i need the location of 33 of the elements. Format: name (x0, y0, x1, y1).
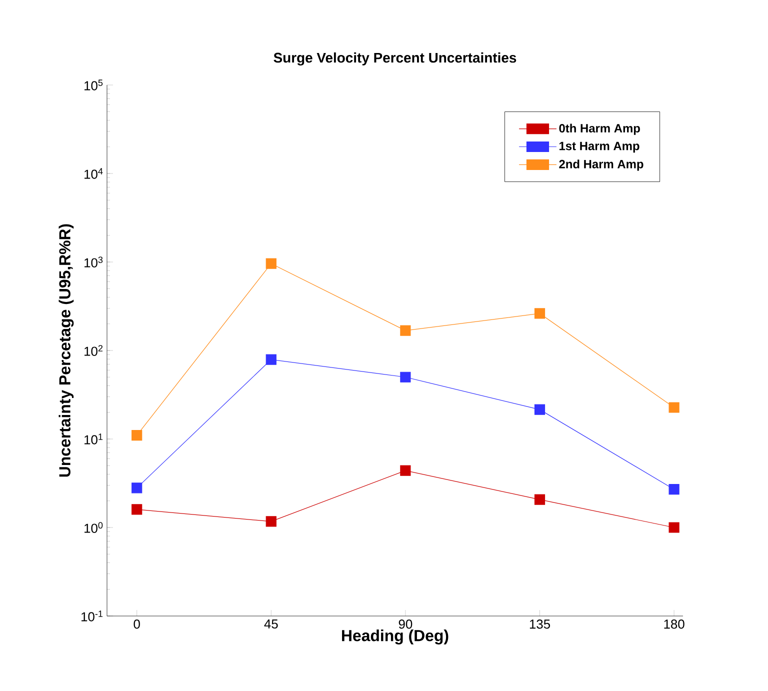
x-tick-label: 45 (264, 620, 278, 629)
point (132, 430, 142, 441)
y-axis-title: Uncertainty Percetage (U95,R%R) (58, 224, 74, 477)
legend-label: 0th Harm Amp (559, 124, 640, 135)
point (132, 504, 142, 515)
point (534, 494, 546, 505)
y-tick-label: 10$^{4}$ (84, 168, 103, 179)
point (266, 516, 276, 527)
point (534, 404, 546, 415)
y-tick-label: 10$^{-1}$ (82, 610, 103, 622)
point (400, 325, 411, 336)
point (266, 354, 276, 365)
point (400, 465, 411, 476)
point (668, 484, 680, 495)
y-tick-label: 10$^{1}$ (84, 434, 103, 444)
y-tick-label: 10$^{2}$ (84, 345, 103, 356)
y-tick-label: 10$^{0}$ (84, 522, 103, 533)
y-tick-label: 10$^{3}$ (84, 256, 103, 268)
point (266, 258, 276, 269)
x-axis-title: Heading (Deg) (342, 630, 448, 644)
point (668, 402, 680, 413)
x-tick-label: 90 (398, 620, 412, 629)
point (132, 482, 142, 494)
point (668, 522, 680, 533)
legend-label: 2nd Harm Amp (559, 160, 644, 171)
x-tick-label: 135 (530, 620, 550, 629)
x-tick-label: 0 (134, 620, 140, 629)
x-tick-label: 180 (664, 620, 684, 629)
chart-title: Surge Velocity Percent Uncertainties (274, 52, 516, 66)
legend-label: 1st Harm Amp (560, 142, 640, 153)
y-tick-label: 10$^{5}$ (84, 80, 103, 90)
point (534, 308, 546, 319)
point (400, 372, 411, 382)
